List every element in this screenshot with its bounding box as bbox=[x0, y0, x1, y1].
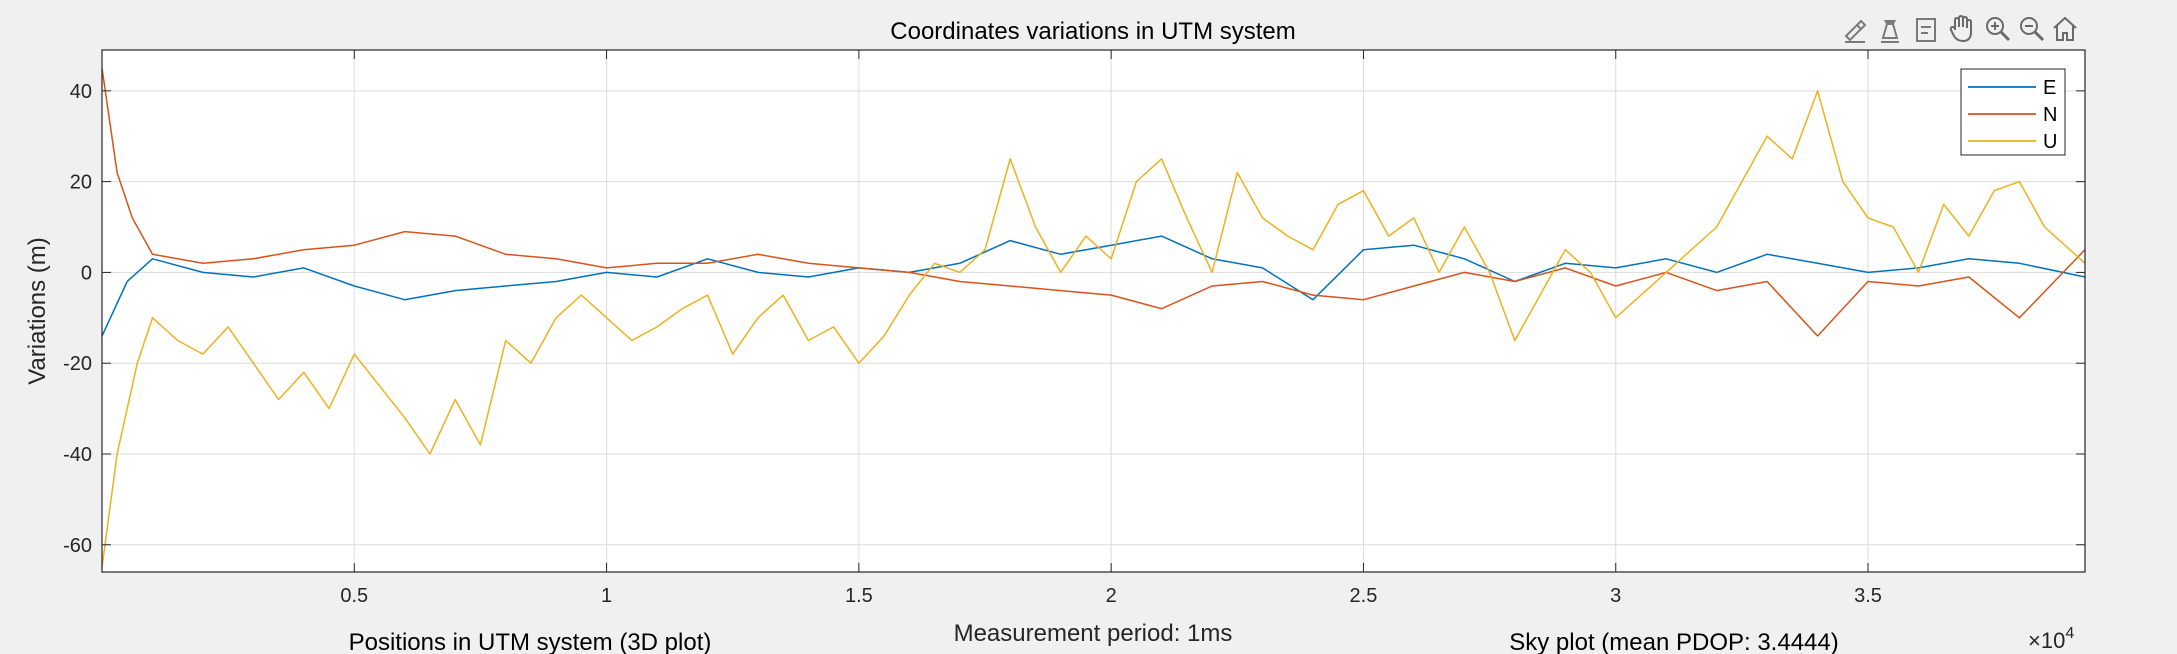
x-axis-exponent: ×104 bbox=[2028, 625, 2074, 653]
x-tick-label: 1 bbox=[601, 585, 612, 607]
x-tick-label: 2.5 bbox=[1350, 585, 1378, 607]
axes-toolbar bbox=[1844, 14, 2077, 43]
ticks: 0.5 1 1.5 2 2.5 3 3.5 40 20 0 -20 -40 -60 bbox=[63, 50, 2085, 607]
x-tick-label: 3.5 bbox=[1854, 585, 1882, 607]
plot-area[interactable] bbox=[102, 50, 2085, 572]
pan-icon[interactable] bbox=[1949, 14, 1972, 43]
x-tick-label: 0.5 bbox=[340, 585, 368, 607]
series-u-line bbox=[102, 90, 2085, 568]
x-axis-label: Measurement period: 1ms bbox=[954, 620, 1233, 647]
series-n-line bbox=[102, 68, 2085, 337]
series-e-line bbox=[102, 235, 2085, 337]
grid bbox=[102, 50, 2085, 572]
home-icon[interactable] bbox=[2053, 16, 2077, 41]
brush-icon[interactable] bbox=[1844, 19, 1867, 43]
legend-label-e: E bbox=[2043, 77, 2056, 99]
zoom-in-icon[interactable] bbox=[1986, 17, 2011, 42]
panel-label-3d-plot: Positions in UTM system (3D plot) bbox=[349, 629, 712, 654]
legend-label-u: U bbox=[2043, 131, 2057, 153]
x-tick-label: 3 bbox=[1610, 585, 1621, 607]
y-tick-label: 20 bbox=[70, 172, 92, 194]
legend-label-n: N bbox=[2043, 104, 2057, 126]
y-axis-label: Variations (m) bbox=[24, 237, 51, 385]
data-cursor-icon[interactable] bbox=[1881, 20, 1899, 43]
y-tick-label: -40 bbox=[63, 444, 92, 466]
axes-box bbox=[101, 49, 2086, 573]
y-tick-label: -20 bbox=[63, 353, 92, 375]
chart-title: Coordinates variations in UTM system bbox=[890, 18, 1295, 45]
legend[interactable]: ENU bbox=[1960, 68, 2066, 156]
y-tick-label: 40 bbox=[70, 81, 92, 103]
zoom-out-icon[interactable] bbox=[2020, 17, 2045, 42]
x-tick-label: 1.5 bbox=[845, 585, 873, 607]
x-tick-label: 2 bbox=[1106, 585, 1117, 607]
data-tips-icon[interactable] bbox=[1916, 18, 1936, 42]
y-tick-label: -60 bbox=[63, 535, 92, 557]
y-tick-label: 0 bbox=[81, 262, 92, 284]
series-layer bbox=[102, 68, 2085, 568]
panel-label-sky-plot: Sky plot (mean PDOP: 3.4444) bbox=[1509, 629, 1838, 654]
